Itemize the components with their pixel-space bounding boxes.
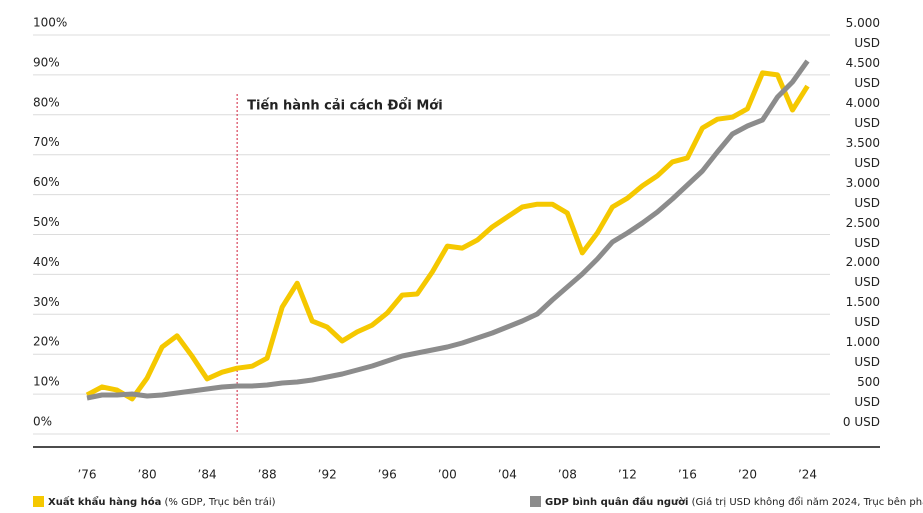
series-line: [86, 59, 810, 401]
x-tick-label: ’88: [258, 468, 277, 482]
y2-tick-label: 500 USD: [854, 375, 880, 410]
x-tick-label: ’96: [378, 468, 397, 482]
x-tick-label: ’24: [798, 468, 817, 482]
y-tick-label: 70%: [33, 135, 60, 149]
y2-tick-label: 5.000 USD: [845, 16, 880, 50]
y2-tick-label: 3.500 USD: [845, 135, 880, 170]
y2-tick-label: 4.000 USD: [845, 95, 880, 130]
y-tick-label: 90%: [33, 55, 60, 69]
legend-note: (Giá trị USD không đổi năm 2024, Trục bê…: [692, 495, 923, 508]
x-tick-label: ’84: [198, 468, 217, 482]
series-line: [85, 70, 810, 402]
y2-tick-label: 1.000 USD: [845, 335, 880, 370]
x-tick-label: ’08: [558, 468, 577, 482]
legend-swatch: [530, 496, 541, 507]
x-tick-label: ’92: [318, 468, 337, 482]
y-tick-label: 20%: [33, 335, 60, 349]
x-tick-label: ’76: [77, 468, 96, 482]
legend-name: Xuất khẩu hàng hóa: [48, 495, 161, 508]
y2-tick-label: 3.000 USD: [845, 175, 880, 210]
y-tick-label: 0%: [33, 415, 52, 429]
y2-tick-label: 2.500 USD: [845, 215, 880, 250]
y-tick-label: 60%: [33, 175, 60, 189]
y2-tick-label: 2.000 USD: [845, 255, 880, 290]
x-tick-label: ’04: [498, 468, 517, 482]
y2-tick-label: 4.500 USD: [845, 55, 880, 90]
y-tick-label: 40%: [33, 255, 60, 269]
y-tick-label: 30%: [33, 295, 60, 309]
x-tick-label: ’00: [438, 468, 457, 482]
x-tick-label: ’80: [138, 468, 157, 482]
y-tick-label: 80%: [33, 95, 60, 109]
y2-tick-label: 1.500 USD: [845, 295, 880, 330]
x-tick-label: ’20: [738, 468, 757, 482]
y-tick-label: 10%: [33, 375, 60, 389]
legend-label: GDP bình quân đầu người (Giá trị USD khô…: [545, 495, 923, 508]
y-tick-label: 100%: [33, 16, 67, 30]
x-tick-label: ’12: [618, 468, 637, 482]
legend-label: Xuất khẩu hàng hóa (% GDP, Trục bên trái…: [48, 495, 276, 508]
x-tick-label: ’16: [678, 468, 697, 482]
legend-name: GDP bình quân đầu người: [545, 496, 688, 508]
legend-note: (% GDP, Trục bên trái): [165, 496, 276, 508]
y2-tick-label: 0 USD: [842, 415, 880, 429]
annotation-text: Tiến hành cải cách Đổi Mới: [247, 98, 443, 114]
y-tick-label: 50%: [33, 215, 60, 229]
legend-swatch: [33, 496, 44, 507]
